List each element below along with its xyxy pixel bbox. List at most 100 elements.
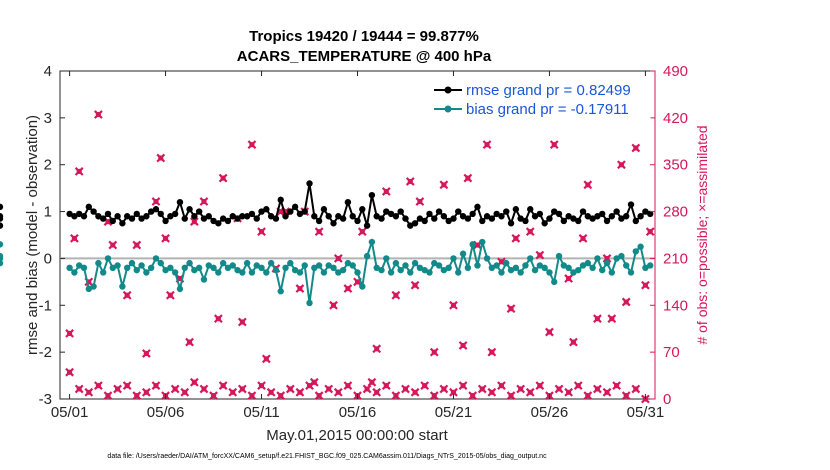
obs-assimilated-marker	[564, 274, 574, 283]
rmse-point	[138, 215, 145, 222]
rmse-point	[397, 208, 404, 215]
obs-dot	[239, 319, 245, 325]
obs-dot	[66, 330, 73, 336]
rmse-point	[359, 206, 366, 213]
rmse-point	[354, 217, 361, 225]
bias-point	[450, 255, 457, 262]
obs-dot	[633, 145, 639, 151]
bias-point	[325, 262, 332, 269]
obs-possible-marker	[621, 391, 631, 401]
obs-dot	[369, 379, 375, 385]
obs-assimilated-marker	[607, 314, 617, 324]
bias-point	[195, 264, 203, 271]
obs-assimilated-marker	[65, 329, 74, 338]
obs-dot	[604, 389, 610, 395]
bias-point	[301, 262, 308, 269]
rmse-point	[363, 222, 371, 229]
obs-dot	[556, 386, 562, 392]
rmse-point	[618, 215, 625, 222]
obs-dot	[143, 350, 149, 357]
bias-point	[80, 264, 88, 271]
rmse-point	[152, 206, 160, 213]
obs-possible-marker	[276, 391, 286, 401]
y2-tick-label: 420	[663, 110, 688, 127]
obs-assimilated-marker	[247, 140, 257, 150]
plot-area	[59, 70, 656, 400]
rmse-point	[253, 215, 260, 222]
y-tick-label: -3	[39, 391, 52, 408]
rmse-point	[234, 215, 241, 222]
obs-dot	[249, 393, 255, 399]
rmse-point	[119, 220, 126, 227]
obs-dot	[566, 389, 572, 395]
obs-possible-marker	[593, 384, 602, 394]
rmse-point	[171, 210, 179, 218]
bias-point	[219, 259, 227, 267]
bias-point	[210, 264, 217, 271]
obs-dot	[359, 229, 365, 235]
obs-possible-marker	[458, 381, 468, 390]
obs-dot	[431, 393, 437, 399]
obs-possible-marker	[477, 384, 487, 394]
rmse-point	[157, 210, 164, 218]
bias-point	[479, 238, 486, 246]
obs-assimilated-marker	[429, 347, 439, 357]
bias-point	[143, 269, 150, 276]
obs-dot	[551, 142, 557, 148]
bias-point	[459, 250, 467, 257]
bias-point	[205, 262, 212, 269]
legend-bias-marker	[444, 105, 452, 113]
rmse-point	[0, 222, 4, 229]
rmse-point	[522, 217, 529, 225]
y-tick-label: 0	[44, 250, 52, 267]
bias-point	[407, 269, 414, 276]
rmse-point	[147, 208, 155, 215]
bias-point	[128, 259, 136, 267]
bias-point	[234, 266, 241, 274]
rmse-point	[99, 215, 107, 222]
obs-assimilated-marker	[295, 284, 305, 293]
obs-dot	[278, 393, 284, 399]
obs-assimilated-marker	[487, 347, 497, 357]
rmse-point	[402, 215, 409, 222]
obs-possible-marker	[449, 387, 458, 397]
obs-dot	[383, 188, 389, 195]
obs-assimilated-marker	[185, 337, 194, 347]
obs-assimilated-marker	[578, 233, 588, 243]
bias-point	[157, 259, 164, 267]
obs-dot	[618, 162, 625, 168]
obs-dot	[86, 389, 92, 395]
obs-dot	[566, 275, 572, 282]
rmse-point	[85, 203, 92, 211]
rmse-point	[387, 210, 395, 218]
legend: rmse grand pr = 0.82499 bias grand pr = …	[430, 77, 651, 123]
rmse-point	[570, 215, 577, 222]
rmse-point	[263, 206, 270, 213]
x-tick-label: 05/26	[531, 404, 569, 421]
obs-dot	[479, 386, 485, 392]
series-layer	[0, 180, 654, 307]
bias-point	[315, 262, 323, 269]
bias-point	[531, 266, 539, 274]
rmse-point	[219, 215, 227, 222]
bias-point	[258, 264, 265, 271]
bias-point	[200, 276, 208, 283]
obs-dot	[335, 389, 341, 395]
rmse-point	[267, 213, 275, 220]
bias-point	[512, 264, 520, 271]
bias-point	[359, 283, 366, 290]
obs-possible-layer	[65, 367, 650, 404]
bias-point	[570, 269, 577, 276]
rmse-point	[407, 222, 414, 229]
bias-point	[229, 262, 236, 269]
rmse-point	[493, 210, 500, 218]
bias-point	[243, 259, 251, 267]
bias-point	[176, 285, 184, 293]
obs-dot	[498, 383, 505, 389]
rmse-point	[109, 217, 116, 225]
rmse-point	[627, 201, 635, 208]
bias-point	[541, 264, 548, 271]
obs-dot	[249, 142, 255, 148]
bias-point	[392, 259, 400, 267]
rmse-point	[181, 215, 188, 222]
